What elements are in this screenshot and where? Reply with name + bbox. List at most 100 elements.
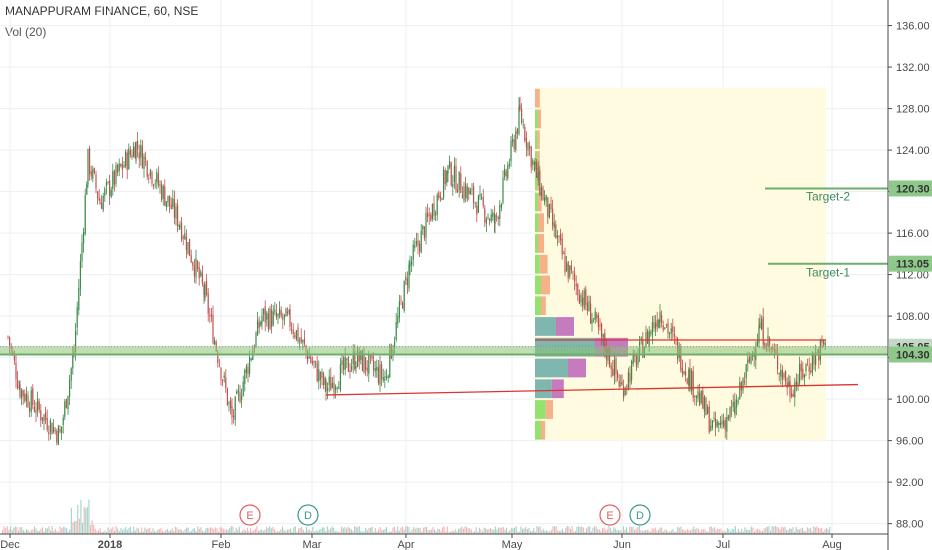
volume-bar [450,531,452,534]
candle-body [49,420,51,432]
volume-profile-bar-down [541,420,546,440]
volume-profile-bar-up [535,275,541,295]
volume-bar [786,530,788,534]
candle-body [37,398,39,411]
time-tick-label: Dec [0,539,20,550]
volume-bar [667,531,669,534]
volume-bar [77,504,79,534]
volume-bar [520,526,522,534]
candle-body [209,315,211,317]
candle-body [412,244,414,260]
volume-bar [136,527,138,534]
candle-body [310,356,312,363]
dividend-marker[interactable]: D [297,504,319,526]
candle-body [556,235,558,238]
earnings-marker[interactable]: E [599,504,621,526]
volume-bar [475,527,477,534]
candle-body [504,168,506,177]
trendline[interactable] [325,383,859,396]
candle-body [381,364,383,379]
dividend-marker[interactable]: D [629,504,651,526]
volume-bar [738,528,740,534]
target-1-price-tag: 113.05 [896,259,929,271]
volume-bar [405,526,407,534]
volume-bar [491,529,493,534]
candle-body [515,131,517,151]
candle-body [656,319,658,327]
volume-bar [445,531,447,534]
volume-bar [462,528,464,534]
candle-body [777,353,779,370]
volume-bar [330,528,332,534]
candle-body [25,393,27,402]
volume-bar [506,527,508,534]
volume-indicator-label[interactable]: Vol (20) [5,25,47,39]
volume-bar [174,526,176,534]
volume-bar [378,529,380,534]
volume-bar [424,526,426,534]
volume-profile-bar-down [538,109,541,129]
volume-bar [134,530,136,534]
volume-bar [592,527,594,534]
time-tick-label: Feb [212,539,231,550]
candle-body [201,272,203,284]
candle-body [81,242,83,262]
volume-bar [346,528,348,534]
volume-bar [538,527,540,534]
candle-body [810,370,812,373]
volume-bar [24,531,26,534]
volume-profile-bar-down [541,296,546,316]
candle-body [118,163,120,172]
candle-body [748,357,750,362]
candle-body [245,365,247,373]
volume-bar [333,527,335,534]
candle-body [53,427,55,433]
volume-bar [421,531,423,534]
volume-bar [733,529,735,534]
volume-bar [494,526,496,534]
volume-bar [613,527,615,534]
candle-body [339,364,341,391]
volume-bar [810,527,812,534]
volume-bar [614,528,616,534]
volume-bar [658,529,660,534]
volume-bar [46,528,48,534]
volume-bar [821,527,823,534]
candle-body [167,195,169,203]
volume-bar [366,530,368,534]
volume-bar [163,531,165,534]
volume-bar [360,530,362,534]
candle-body [389,344,391,378]
candle-body [731,407,733,409]
candle-body [292,329,294,334]
volume-bar [254,528,256,534]
volume-bar [461,526,463,534]
candle-body [402,302,404,309]
volume-bar [525,526,527,534]
price-tick-label: 124.00 [896,145,930,157]
volume-bar [110,528,112,534]
candle-body [740,381,742,390]
volume-bar [794,531,796,534]
candle-body [302,340,304,342]
candle-body [179,225,181,228]
candle-body [134,146,136,159]
volume-bar [704,529,706,534]
volume-bar [645,529,647,534]
candle-body [121,163,123,170]
candle-body [610,366,612,369]
candle-body [815,353,817,366]
candle-body [637,355,639,365]
candle-body [38,401,40,410]
candle-body [742,378,744,391]
candle-body [821,339,823,343]
volume-bar [48,526,50,534]
volume-bar [264,529,266,534]
volume-bar [514,527,516,534]
earnings-marker[interactable]: E [239,504,261,526]
candle-body [474,202,476,204]
volume-bar [768,526,770,534]
candle-body [449,160,451,168]
candle-body [651,322,653,336]
